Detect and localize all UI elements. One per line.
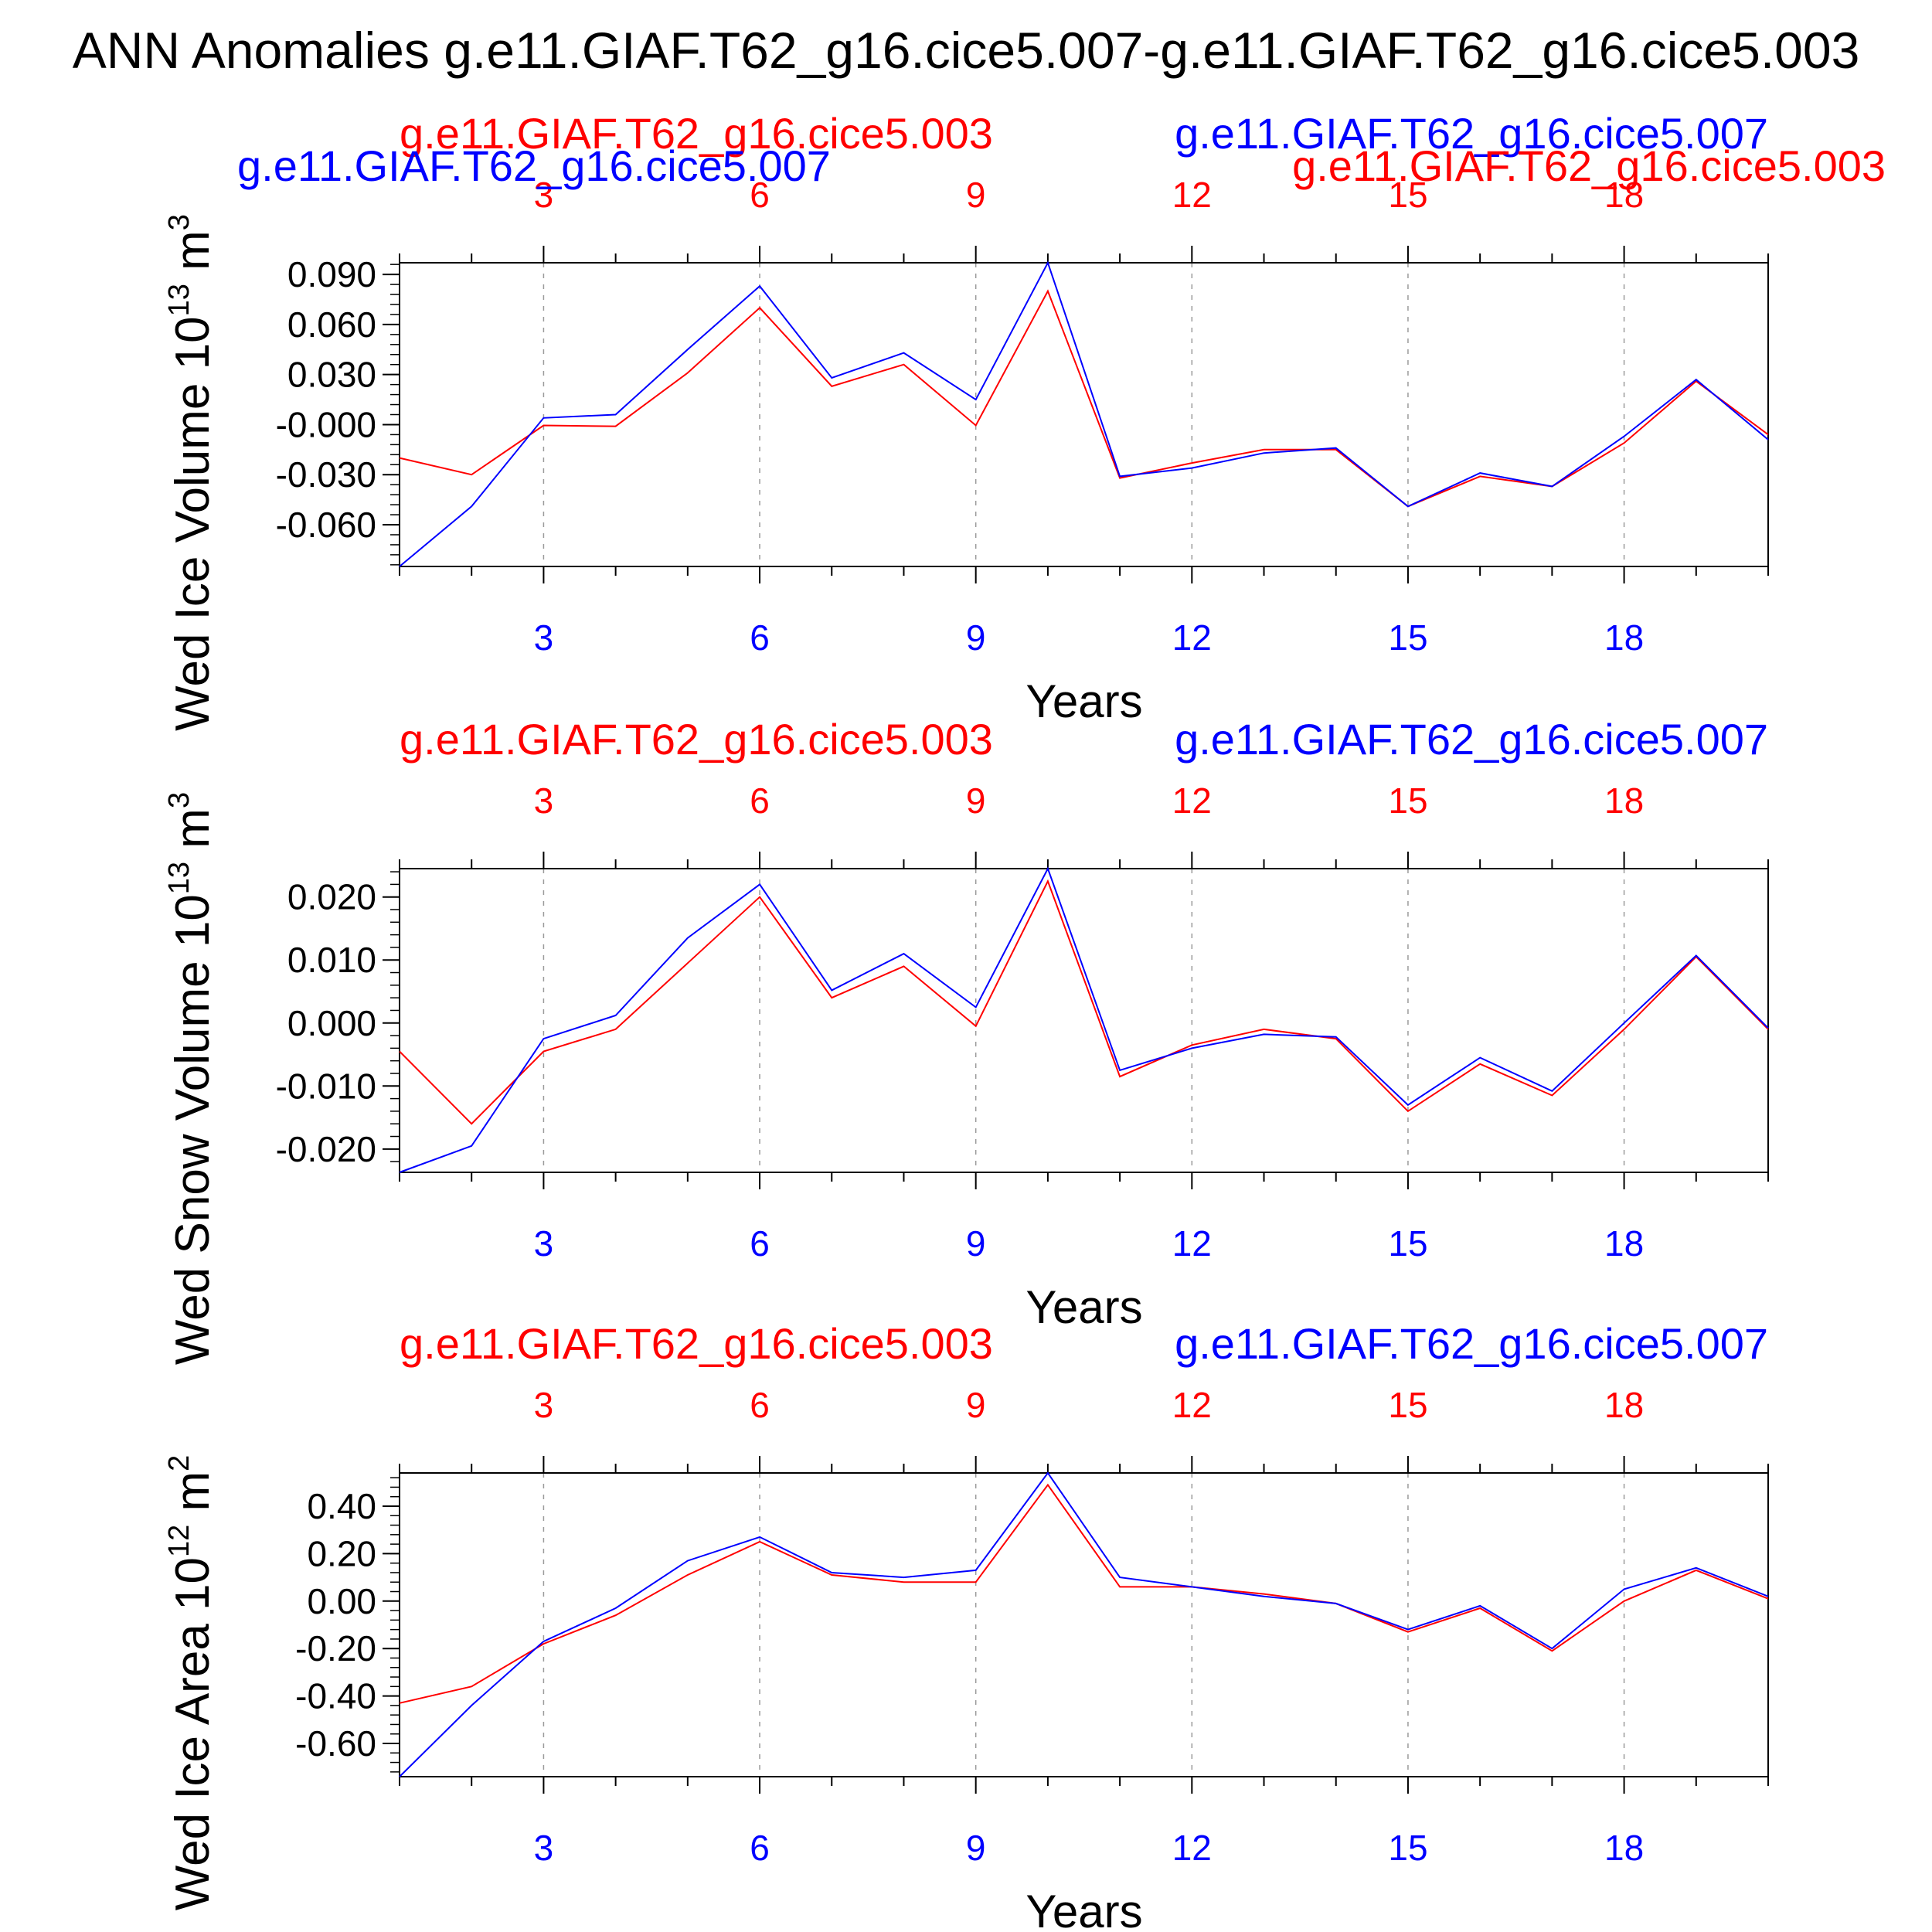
- plot-frame: [399, 868, 1769, 1173]
- y-label-exponent: 12: [163, 1525, 196, 1557]
- x-tick-label-top: 12: [1172, 175, 1212, 215]
- x-axis-label: Years: [1026, 675, 1142, 727]
- y-axis-label: Wed Snow Volume 1013 m3: [163, 792, 219, 1365]
- y-tick-label: -0.020: [276, 1129, 376, 1169]
- series-line-007: [399, 260, 1769, 567]
- x-tick-label-bottom: 3: [534, 617, 554, 658]
- x-tick-label-bottom: 9: [966, 617, 986, 658]
- x-tick-label-top: 3: [534, 781, 554, 821]
- y-axis-label: Wed Ice Volume 1013 m3: [163, 214, 219, 731]
- x-tick-label-top: 12: [1172, 1385, 1212, 1425]
- legend-right: g.e11.GIAF.T62_g16.cice5.007: [1175, 1319, 1768, 1368]
- y-tick-label: -0.060: [276, 505, 376, 545]
- x-tick-label-bottom: 6: [750, 1828, 770, 1868]
- x-tick-label-top: 15: [1388, 1385, 1427, 1425]
- series-line-003: [399, 1483, 1769, 1704]
- y-label-unit-exponent: 3: [163, 214, 196, 230]
- x-tick-label-bottom: 6: [750, 1223, 770, 1264]
- y-axis-label: Wed Ice Area 1012 m2: [163, 1455, 219, 1911]
- plot-frame: [399, 1472, 1769, 1777]
- x-tick-label-bottom: 3: [534, 1223, 554, 1264]
- x-tick-label-top: 6: [750, 1385, 770, 1425]
- y-label-unit: m: [166, 808, 219, 862]
- y-tick-label: 0.020: [287, 877, 376, 917]
- x-tick-label-top: 9: [966, 1385, 986, 1425]
- y-label-text: Wed Ice Area 10: [166, 1557, 219, 1910]
- y-label-unit: m: [166, 1471, 219, 1525]
- panel-2: 3 3 6 6 9 9 12 12 15 15 18 18 0.020 0.010 0.000 -0.010 -…: [163, 715, 1769, 1365]
- x-tick-label-bottom: 12: [1172, 1828, 1212, 1868]
- x-tick-label-top: 18: [1604, 781, 1644, 821]
- series-line-007: [399, 1471, 1769, 1777]
- y-label-unit: m: [166, 230, 219, 284]
- x-tick-label-bottom: 12: [1172, 617, 1212, 658]
- y-tick-label: -0.000: [276, 404, 376, 444]
- legend-left: g.e11.GIAF.T62_g16.cice5.003: [400, 1319, 993, 1368]
- x-tick-label-top: 6: [750, 781, 770, 821]
- x-tick-label-top: 3: [534, 175, 554, 215]
- x-tick-label-top: 18: [1604, 175, 1644, 215]
- x-tick-label-bottom: 12: [1172, 1223, 1212, 1264]
- x-tick-label-top: 6: [750, 175, 770, 215]
- legend-right-2: g.e11.GIAF.T62_g16.cice5.003: [1292, 141, 1886, 190]
- x-axis-label: Years: [1026, 1281, 1142, 1333]
- y-tick-label: -0.010: [276, 1066, 376, 1106]
- y-tick-label: -0.40: [295, 1676, 376, 1716]
- x-tick-label-top: 12: [1172, 781, 1212, 821]
- y-tick-label: 0.20: [307, 1533, 376, 1573]
- x-tick-label-bottom: 9: [966, 1828, 986, 1868]
- x-axis-label: Years: [1026, 1886, 1142, 1932]
- y-tick-label: 0.010: [287, 940, 376, 980]
- series-line-003: [399, 289, 1769, 508]
- y-label-exponent: 13: [163, 862, 196, 894]
- x-tick-label-bottom: 18: [1604, 1828, 1644, 1868]
- x-tick-label-top: 15: [1388, 781, 1427, 821]
- legend-right: g.e11.GIAF.T62_g16.cice5.007: [1175, 715, 1768, 764]
- y-tick-label: -0.030: [276, 454, 376, 495]
- y-label-text: Wed Ice Volume 10: [166, 316, 219, 731]
- panel-1: 3 3 6 6 9 9 12 12 15 15 18 18 0.090 0.060 0.030 -0.000 -…: [163, 109, 1886, 731]
- y-tick-label: 0.00: [307, 1581, 376, 1621]
- legend-left: g.e11.GIAF.T62_g16.cice5.003: [400, 715, 993, 764]
- legend-left: g.e11.GIAF.T62_g16.cice5.003: [400, 109, 993, 158]
- x-tick-label-bottom: 18: [1604, 1223, 1644, 1264]
- x-tick-label-top: 3: [534, 1385, 554, 1425]
- x-tick-label-bottom: 18: [1604, 617, 1644, 658]
- y-tick-label: 0.090: [287, 254, 376, 294]
- x-tick-label-bottom: 6: [750, 617, 770, 658]
- y-tick-label: 0.40: [307, 1486, 376, 1526]
- y-label-unit-exponent: 3: [163, 792, 196, 808]
- panels: 3 3 6 6 9 9 12 12 15 15 18 18 0.090 0.060 0.030 -0.000 -…: [163, 109, 1886, 1932]
- x-tick-label-top: 18: [1604, 1385, 1644, 1425]
- y-label-text: Wed Snow Volume 10: [166, 894, 219, 1365]
- legend-right: g.e11.GIAF.T62_g16.cice5.007: [1175, 109, 1768, 158]
- x-tick-label-bottom: 15: [1388, 1223, 1427, 1264]
- legend-left-2: g.e11.GIAF.T62_g16.cice5.007: [237, 141, 831, 190]
- x-tick-label-bottom: 15: [1388, 1828, 1427, 1868]
- x-tick-label-top: 15: [1388, 175, 1427, 215]
- x-tick-label-top: 9: [966, 175, 986, 215]
- series-line-007: [399, 866, 1769, 1173]
- y-tick-label: -0.60: [295, 1723, 376, 1764]
- y-label-unit-exponent: 2: [163, 1455, 196, 1471]
- y-tick-label: 0.060: [287, 304, 376, 345]
- y-label-exponent: 13: [163, 284, 196, 316]
- series-line-003: [399, 879, 1769, 1125]
- x-tick-label-bottom: 9: [966, 1223, 986, 1264]
- x-tick-label-bottom: 3: [534, 1828, 554, 1868]
- x-tick-label-top: 9: [966, 781, 986, 821]
- x-tick-label-bottom: 15: [1388, 617, 1427, 658]
- y-tick-label: 0.000: [287, 1003, 376, 1043]
- panel-3: 3 3 6 6 9 9 12 12 15 15 18 18 0.40 0.20 0.00 -0.20 -0.40…: [163, 1319, 1769, 1932]
- y-tick-label: -0.20: [295, 1628, 376, 1668]
- y-tick-label: 0.030: [287, 355, 376, 395]
- figure-title: ANN Anomalies g.e11.GIAF.T62_g16.cice5.0…: [73, 22, 1860, 79]
